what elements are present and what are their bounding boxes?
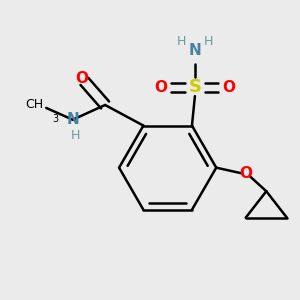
Text: O: O [239,166,252,181]
Text: O: O [75,71,88,86]
Text: O: O [222,80,235,95]
Text: H: H [71,129,80,142]
Text: O: O [154,80,167,95]
Text: N: N [66,112,79,127]
Text: H: H [203,35,213,48]
Text: CH: CH [25,98,43,112]
Text: S: S [188,78,201,96]
Text: 3: 3 [52,114,58,124]
Text: H: H [177,35,186,48]
Text: N: N [188,43,201,58]
